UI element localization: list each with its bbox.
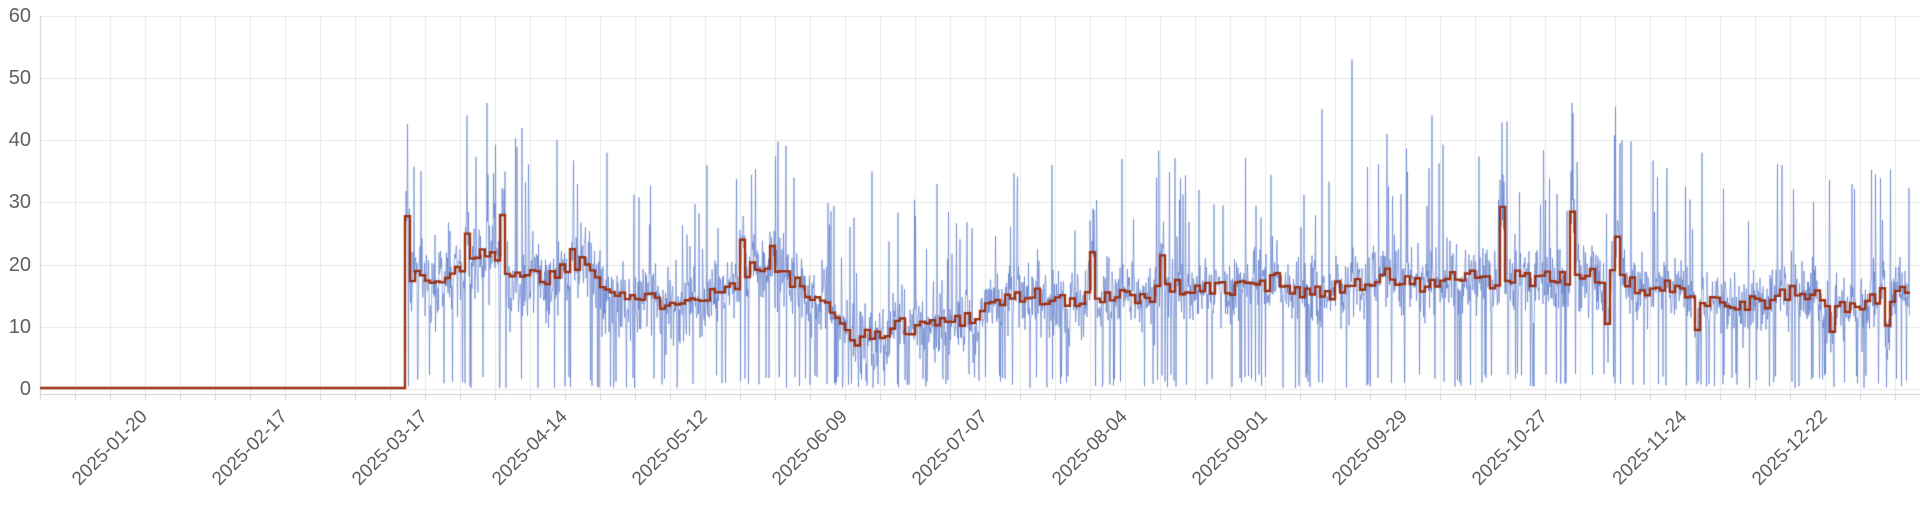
y-axis-tick-label: 0 — [19, 378, 31, 400]
y-axis-tick-label: 50 — [8, 67, 31, 90]
y-axis-tick-label: 20 — [8, 253, 31, 276]
y-axis-tick-label: 10 — [8, 315, 31, 338]
y-axis-tick-label: 40 — [8, 129, 31, 152]
y-axis-tick-label: 30 — [8, 191, 31, 214]
y-axis-tick-label: 60 — [8, 4, 31, 27]
